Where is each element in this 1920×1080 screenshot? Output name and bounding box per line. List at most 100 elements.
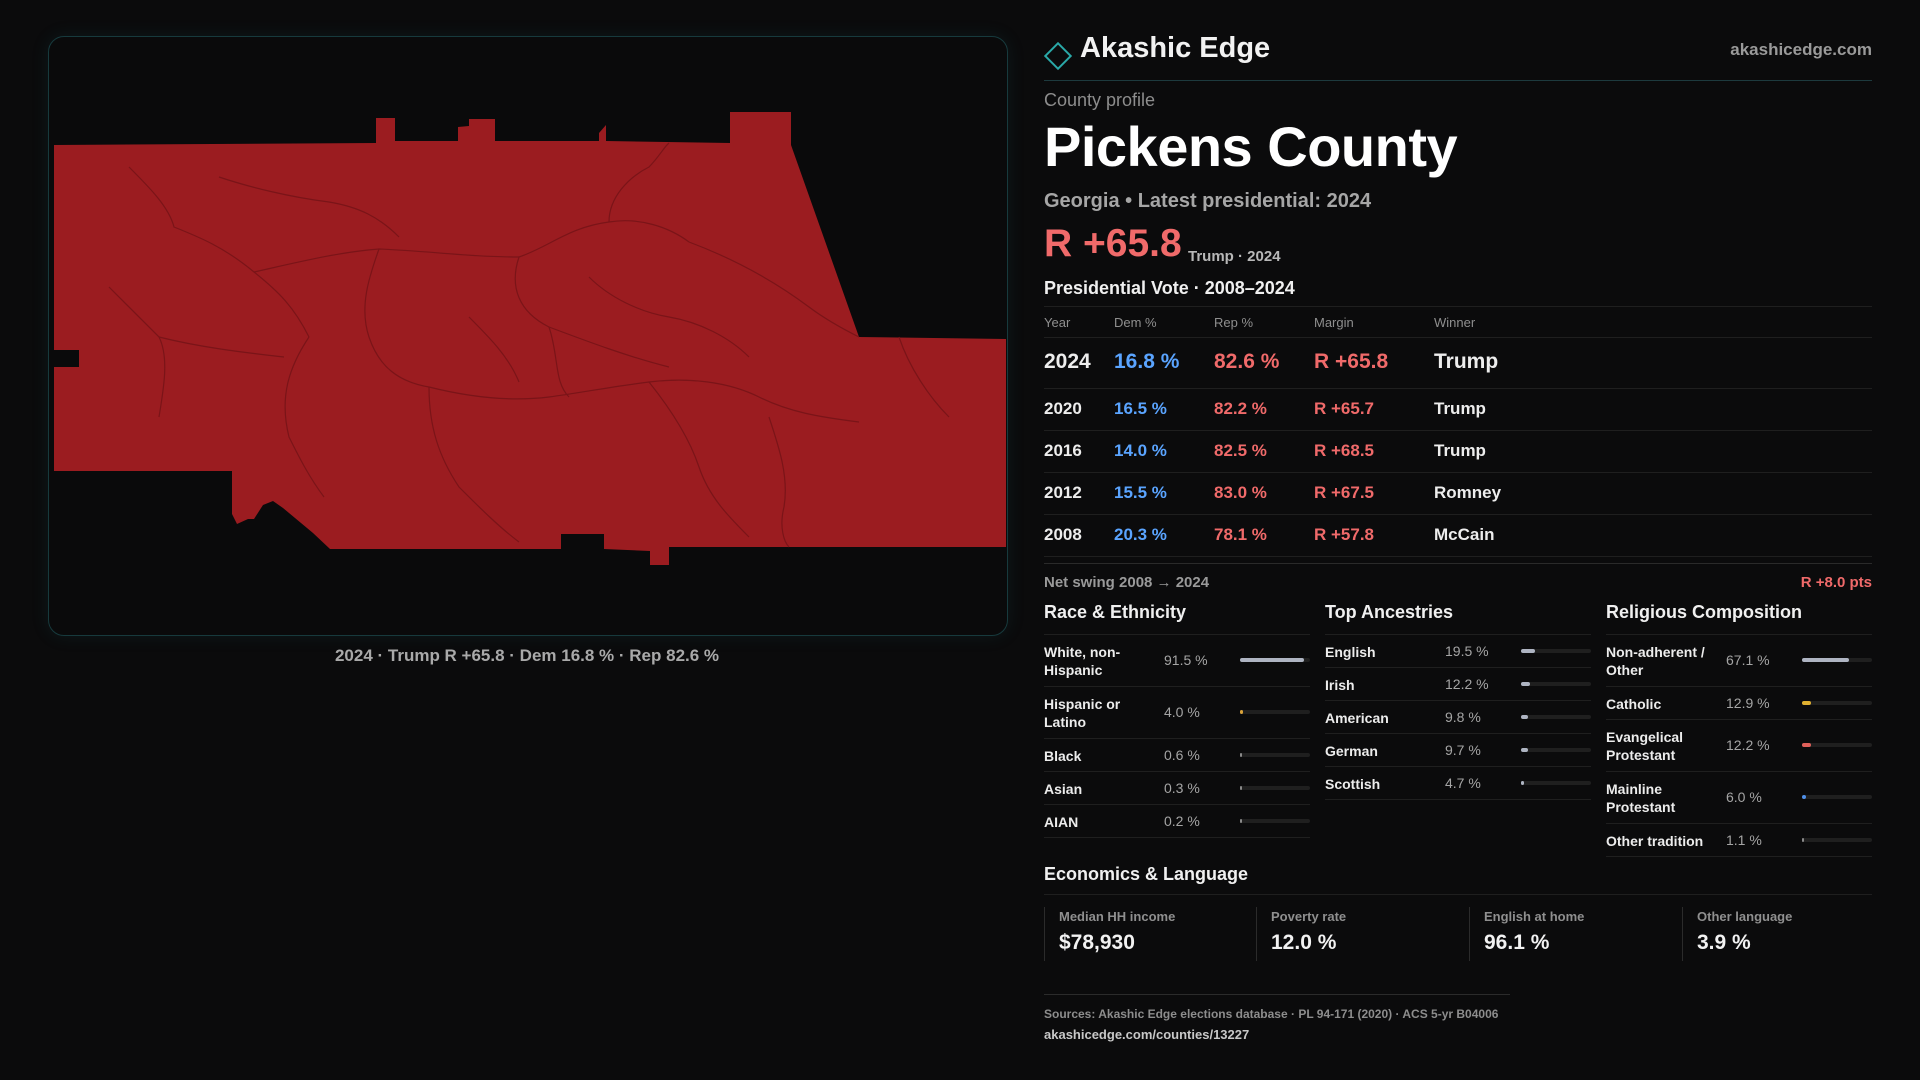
vote-section-title: Presidential Vote · 2008–2024 [1044, 278, 1295, 298]
headline-margin: R +65.8 [1044, 222, 1182, 265]
ancestry-title: Top Ancestries [1325, 602, 1591, 635]
table-row: 2024 16.8 % 82.6 % R +65.8 Trump [1044, 338, 1872, 389]
headline-margin-note: Trump · 2024 [1188, 248, 1281, 265]
cell-year: 2016 [1044, 441, 1082, 460]
ancestries-panel: Top Ancestries English 19.5 % Irish 12.2 % A… [1325, 602, 1591, 800]
list-item: American 9.8 % [1325, 701, 1591, 734]
economics-title: Economics & Language [1044, 864, 1249, 884]
county-shape [54, 112, 1006, 565]
item-label: Mainline Protestant [1606, 781, 1676, 815]
list-item: Evangelical Protestant 12.2 % [1606, 720, 1872, 772]
table-row: 2020 16.5 % 82.2 % R +65.7 Trump [1044, 389, 1872, 431]
item-label: Irish [1325, 677, 1355, 693]
share-bar [1521, 781, 1591, 785]
item-percent: 9.7 % [1445, 742, 1481, 758]
vote-table: Year Dem % Rep % Margin Winner 2024 16.8… [1044, 306, 1872, 557]
share-bar [1802, 743, 1872, 747]
stat-value: 96.1 % [1484, 931, 1550, 954]
share-bar [1521, 748, 1591, 752]
race-ethnicity-panel: Race & Ethnicity White, non-Hispanic 91.5… [1044, 602, 1310, 838]
stat-median-income: Median HH income $78,930 [1044, 907, 1236, 961]
item-label: AIAN [1044, 814, 1079, 830]
cell-margin: R +68.5 [1314, 441, 1375, 460]
share-bar-fill [1802, 701, 1811, 705]
cell-rep: 82.2 % [1214, 399, 1267, 418]
stat-label: English at home [1484, 909, 1585, 924]
stat-other-language: Other language 3.9 % [1682, 907, 1874, 961]
table-row: 2016 14.0 % 82.5 % R +68.5 Trump [1044, 431, 1872, 473]
share-bar-fill [1802, 838, 1804, 842]
list-item: AIAN 0.2 % [1044, 805, 1310, 838]
brand-header: Akashic Edge akashicedge.com [1043, 32, 1872, 81]
item-percent: 1.1 % [1726, 832, 1762, 848]
item-percent: 4.7 % [1445, 775, 1481, 791]
sources-footer: Sources: Akashic Edge elections database… [1044, 994, 1510, 1042]
list-item: Mainline Protestant 6.0 % [1606, 772, 1872, 824]
item-label: Other tradition [1606, 833, 1704, 849]
cell-dem: 14.0 % [1114, 441, 1167, 460]
col-margin: Margin [1314, 315, 1354, 330]
cell-year: 2012 [1044, 483, 1082, 502]
source-url-link[interactable]: akashicedge.com/counties/13227 [1044, 1027, 1250, 1042]
item-label: Catholic [1606, 696, 1662, 712]
stat-value: $78,930 [1059, 931, 1135, 954]
cell-rep: 82.6 % [1214, 350, 1280, 373]
cell-year: 2020 [1044, 399, 1082, 418]
item-label: Hispanic or Latino [1044, 696, 1121, 730]
col-year: Year [1044, 315, 1071, 330]
cell-winner: Trump [1434, 441, 1486, 460]
list-item: Black 0.6 % [1044, 739, 1310, 772]
cell-winner: McCain [1434, 525, 1495, 544]
item-label: Non-adherent / Other [1606, 644, 1705, 678]
item-label: German [1325, 743, 1378, 759]
share-bar-fill [1521, 781, 1524, 785]
list-item: German 9.7 % [1325, 734, 1591, 767]
profile-subtitle: Georgia • Latest presidential: 2024 [1044, 190, 1372, 212]
cell-year: 2008 [1044, 525, 1082, 544]
stat-label: Median HH income [1059, 909, 1176, 924]
item-label: White, non-Hispanic [1044, 644, 1121, 678]
stat-label: Other language [1697, 909, 1793, 924]
share-bar-fill [1240, 786, 1242, 790]
item-percent: 67.1 % [1726, 652, 1770, 668]
county-map-svg [54, 112, 1006, 565]
share-bar [1802, 838, 1872, 842]
religion-title: Religious Composition [1606, 602, 1872, 635]
col-winner: Winner [1434, 315, 1476, 330]
share-bar [1521, 715, 1591, 719]
share-bar-fill [1521, 682, 1530, 686]
list-item: Hispanic or Latino 4.0 % [1044, 687, 1310, 739]
cell-margin: R +67.5 [1314, 483, 1375, 502]
item-percent: 12.2 % [1726, 737, 1770, 753]
county-map[interactable] [48, 36, 1008, 636]
race-title: Race & Ethnicity [1044, 602, 1310, 635]
list-item: Scottish 4.7 % [1325, 767, 1591, 800]
share-bar-fill [1521, 748, 1528, 752]
item-percent: 12.2 % [1445, 676, 1489, 692]
share-bar [1521, 682, 1591, 686]
share-bar-fill [1240, 710, 1243, 714]
share-bar-fill [1802, 743, 1811, 747]
item-percent: 0.3 % [1164, 780, 1200, 796]
item-percent: 4.0 % [1164, 704, 1200, 720]
cell-margin: R +65.8 [1314, 350, 1389, 373]
share-bar-fill [1802, 795, 1806, 799]
brand-name[interactable]: Akashic Edge [1080, 32, 1271, 64]
list-item: White, non-Hispanic 91.5 % [1044, 635, 1310, 687]
table-row: 2012 15.5 % 83.0 % R +67.5 Romney [1044, 473, 1872, 515]
cell-rep: 78.1 % [1214, 525, 1267, 544]
item-label: American [1325, 710, 1389, 726]
cell-rep: 82.5 % [1214, 441, 1267, 460]
share-bar [1240, 710, 1310, 714]
share-bar-fill [1240, 819, 1242, 823]
share-bar-fill [1521, 649, 1535, 653]
net-swing-value: R +8.0 pts [1800, 574, 1872, 591]
item-percent: 0.2 % [1164, 813, 1200, 829]
share-bar-fill [1240, 658, 1304, 662]
item-label: Evangelical Protestant [1606, 729, 1684, 763]
cell-dem: 15.5 % [1114, 483, 1167, 502]
share-bar [1240, 753, 1310, 757]
cell-year: 2024 [1044, 350, 1091, 373]
stat-english-home: English at home 96.1 % [1469, 907, 1661, 961]
brand-url-link[interactable]: akashicedge.com [1730, 40, 1872, 59]
